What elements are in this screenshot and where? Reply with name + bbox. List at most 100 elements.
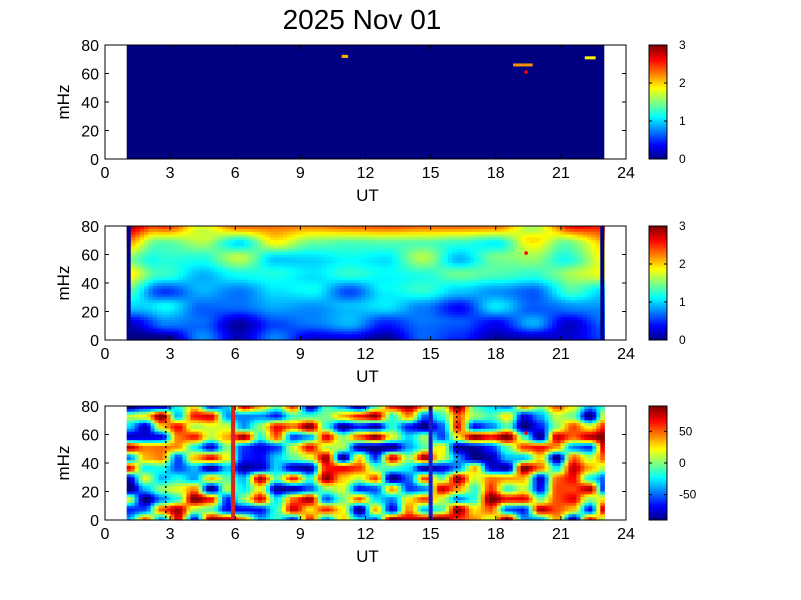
heatmap-cell: [269, 320, 275, 324]
heatmap-cell: [391, 280, 397, 284]
heatmap-cell: [191, 308, 197, 313]
heatmap-cell: [456, 248, 462, 253]
heatmap-cell: [274, 300, 280, 304]
heatmap-cell: [365, 328, 371, 333]
heatmap-cell: [387, 320, 393, 324]
heatmap-cell: [465, 331, 471, 335]
heatmap-cell: [513, 268, 519, 273]
heatmap-cell: [578, 251, 584, 256]
heatmap-cell: [196, 317, 202, 321]
heatmap-cell: [452, 334, 458, 338]
heatmap-cell: [413, 251, 419, 256]
heatmap-cell: [569, 302, 575, 307]
heatmap-cell: [369, 231, 375, 236]
heatmap-cell: [252, 314, 258, 318]
heatmap-cell: [400, 294, 406, 298]
heatmap-cell: [139, 231, 145, 236]
heatmap-cell: [543, 305, 549, 310]
heatmap-cell: [565, 334, 571, 338]
heatmap-cell: [361, 337, 367, 341]
heatmap-cell: [487, 274, 493, 278]
heatmap-cell: [157, 297, 163, 301]
heatmap-cell: [408, 288, 414, 293]
heatmap-cell: [217, 291, 223, 295]
heatmap-cell: [439, 231, 445, 236]
heatmap-cell: [142, 508, 148, 513]
heatmap-cell: [352, 243, 358, 247]
heatmap-cell: [387, 260, 393, 264]
heatmap-cell: [539, 337, 545, 341]
heatmap-cell: [439, 265, 445, 270]
heatmap-cell: [469, 237, 475, 241]
heatmap-cell: [138, 406, 144, 410]
heatmap-cell: [395, 237, 401, 241]
heatmap-cell: [230, 291, 236, 295]
heatmap-cell: [235, 311, 241, 315]
heatmap-cell: [322, 268, 328, 273]
heatmap-cell: [313, 297, 319, 301]
heatmap-cell: [150, 497, 156, 501]
heatmap-cell: [235, 226, 241, 230]
heatmap-cell: [261, 302, 267, 307]
heatmap-cell: [296, 320, 301, 324]
heatmap-cell: [161, 277, 167, 281]
heatmap-cell: [426, 320, 432, 324]
heatmap-cell: [543, 283, 549, 287]
heatmap-cell: [157, 320, 163, 324]
heatmap-cell: [391, 300, 397, 304]
heatmap-cell: [526, 251, 532, 256]
heatmap-cell: [469, 245, 475, 250]
heatmap-cell: [582, 231, 588, 236]
heatmap-cell: [382, 294, 388, 298]
heatmap-cell: [130, 517, 136, 521]
heatmap-cell: [556, 283, 562, 287]
heatmap-cell: [161, 237, 167, 241]
heatmap-cell: [222, 285, 228, 290]
heatmap-cell: [300, 305, 306, 310]
heatmap-cell: [595, 308, 601, 313]
heatmap-cell: [165, 231, 171, 236]
heatmap-cell: [150, 440, 156, 444]
heatmap-cell: [187, 320, 193, 324]
colorbar-step: [649, 283, 667, 286]
heatmap-cell: [500, 297, 506, 301]
colorbar-step: [649, 102, 667, 105]
heatmap-cell: [191, 234, 197, 238]
x-tick-label: 12: [357, 346, 375, 363]
heatmap-cell: [573, 305, 579, 310]
heatmap-cell: [330, 280, 336, 284]
heatmap-cell: [191, 274, 197, 278]
heatmap-cell: [404, 317, 410, 321]
colorbar-step: [649, 315, 667, 318]
heatmap-cell: [131, 308, 136, 313]
heatmap-cell: [374, 257, 380, 261]
heatmap-cell: [426, 291, 432, 295]
heatmap-cell: [591, 280, 597, 284]
heatmap-cell: [322, 263, 328, 267]
heatmap-cell: [343, 243, 349, 247]
heatmap-cell: [154, 443, 160, 447]
heatmap-cell: [230, 254, 236, 258]
heatmap-cell: [339, 237, 345, 241]
heatmap-cell: [261, 254, 267, 258]
heatmap-cell: [269, 226, 275, 230]
heatmap-cell: [131, 337, 136, 341]
heatmap-cell: [187, 245, 193, 250]
heatmap-cell: [560, 288, 566, 293]
heatmap-cell: [582, 268, 588, 273]
heatmap-cell: [265, 260, 271, 264]
heatmap-cell: [404, 308, 410, 313]
heatmap-cell: [300, 271, 306, 276]
heatmap-cell: [356, 288, 362, 293]
heatmap-cell: [248, 300, 254, 304]
heatmap-cell: [517, 277, 523, 281]
heatmap-cell: [495, 228, 501, 233]
heatmap-cell: [560, 237, 566, 241]
heatmap-cell: [543, 314, 549, 318]
heatmap-cell: [243, 268, 249, 273]
heatmap-cell: [243, 237, 249, 241]
heatmap-cell: [130, 488, 136, 493]
heatmap-cell: [274, 297, 280, 301]
heatmap-cell: [230, 311, 236, 315]
heatmap-cell: [547, 277, 553, 281]
